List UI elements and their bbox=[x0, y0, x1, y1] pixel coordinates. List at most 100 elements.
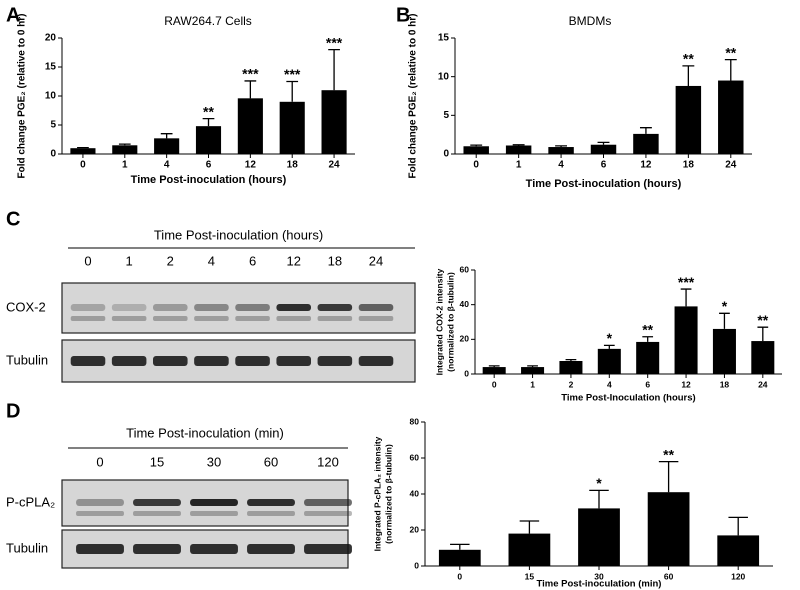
band bbox=[276, 356, 311, 366]
error-bar bbox=[658, 460, 679, 493]
error-bar bbox=[555, 145, 568, 148]
row-label: P-cPLA₂ bbox=[6, 494, 55, 509]
y-axis-label: Fold change PGE₂ (relative to 0 hr) bbox=[17, 13, 28, 178]
x-tick-label: 15 bbox=[525, 571, 535, 581]
error-bar bbox=[450, 543, 470, 550]
significance-label: ** bbox=[683, 51, 694, 67]
bar bbox=[505, 145, 532, 154]
y-tick-label: 0 bbox=[414, 560, 419, 570]
y-tick-label: 0 bbox=[50, 149, 56, 160]
error-bar bbox=[118, 143, 131, 146]
band bbox=[235, 316, 270, 321]
band bbox=[190, 499, 238, 506]
band bbox=[317, 316, 353, 321]
x-tick-label: 6 bbox=[601, 160, 607, 171]
lane-label: 15 bbox=[150, 454, 164, 469]
blot-image bbox=[61, 282, 416, 334]
y-tick-label: 20 bbox=[410, 524, 420, 534]
x-tick-label: 4 bbox=[164, 160, 170, 171]
y-axis-label: Integrated P-cPLA₂ intensity bbox=[372, 436, 382, 551]
error-bar bbox=[757, 326, 769, 342]
bar bbox=[521, 367, 545, 374]
bar bbox=[559, 361, 583, 374]
y-tick-label: 40 bbox=[460, 299, 470, 309]
error-bar bbox=[470, 144, 483, 147]
y-tick-label: 10 bbox=[45, 91, 57, 102]
x-tick-label: 12 bbox=[640, 160, 652, 171]
significance-label: *** bbox=[242, 66, 259, 82]
band bbox=[153, 304, 188, 311]
x-tick-label: 18 bbox=[720, 379, 730, 389]
band bbox=[76, 499, 124, 506]
error-bar bbox=[589, 489, 609, 509]
y-tick-label: 15 bbox=[45, 62, 57, 73]
bar bbox=[633, 133, 659, 154]
band bbox=[76, 544, 124, 554]
y-axis-label: (normalized to β-tubulin) bbox=[445, 272, 455, 372]
band bbox=[133, 499, 181, 506]
y-tick-label: 20 bbox=[45, 33, 57, 44]
lane-label: 0 bbox=[96, 454, 103, 469]
bar bbox=[279, 101, 305, 154]
x-tick-label: 60 bbox=[664, 571, 674, 581]
x-tick-label: 18 bbox=[683, 160, 695, 171]
band bbox=[247, 499, 295, 506]
lane-label: 18 bbox=[328, 253, 342, 268]
bar bbox=[508, 533, 551, 566]
band bbox=[190, 544, 238, 554]
chart-title: BMDMs bbox=[569, 14, 612, 28]
error-bar bbox=[77, 146, 89, 149]
band bbox=[111, 356, 147, 366]
band bbox=[304, 544, 352, 554]
lane-label: 6 bbox=[249, 253, 256, 268]
error-bar bbox=[160, 133, 173, 139]
lane-label: 120 bbox=[317, 454, 339, 469]
bar bbox=[70, 148, 96, 154]
lane-label: 0 bbox=[84, 253, 91, 268]
band bbox=[76, 511, 124, 516]
significance-label: ** bbox=[663, 446, 674, 462]
error-bar bbox=[682, 65, 695, 86]
bar bbox=[675, 85, 702, 154]
band bbox=[194, 356, 229, 366]
error-bar bbox=[202, 117, 215, 127]
error-bar bbox=[512, 144, 525, 146]
error-bar bbox=[244, 80, 257, 99]
lane-label: 30 bbox=[207, 454, 221, 469]
y-tick-label: 15 bbox=[438, 33, 450, 44]
y-tick-label: 10 bbox=[438, 71, 450, 82]
y-tick-label: 40 bbox=[410, 488, 420, 498]
y-tick-label: 20 bbox=[460, 334, 470, 344]
band bbox=[358, 356, 394, 366]
x-tick-label: 24 bbox=[758, 379, 768, 389]
band bbox=[358, 316, 394, 321]
band bbox=[133, 511, 181, 516]
bar bbox=[438, 549, 481, 566]
bar bbox=[597, 348, 621, 374]
bar bbox=[718, 80, 744, 154]
bar bbox=[548, 147, 574, 154]
error-bar bbox=[728, 516, 748, 536]
band bbox=[276, 316, 311, 321]
band bbox=[133, 544, 181, 554]
bar bbox=[712, 328, 736, 374]
error-bar bbox=[328, 48, 340, 91]
x-tick-label: 12 bbox=[681, 379, 691, 389]
x-tick-label: 4 bbox=[558, 160, 564, 171]
y-tick-label: 5 bbox=[443, 110, 449, 121]
significance-label: *** bbox=[284, 66, 301, 82]
bar bbox=[636, 341, 660, 374]
band bbox=[304, 511, 352, 516]
bar bbox=[463, 146, 489, 154]
lane-label: 24 bbox=[369, 253, 383, 268]
error-bar bbox=[565, 358, 577, 361]
panel-letter: D bbox=[6, 400, 20, 422]
bar bbox=[717, 535, 760, 566]
y-axis-label: (normalized to β-tubulin) bbox=[383, 444, 393, 544]
error-bar bbox=[519, 520, 540, 534]
x-tick-label: 6 bbox=[645, 379, 650, 389]
panel-letter: C bbox=[6, 208, 20, 230]
band bbox=[358, 304, 394, 311]
error-bar bbox=[724, 59, 737, 81]
significance-label: ** bbox=[757, 312, 768, 328]
